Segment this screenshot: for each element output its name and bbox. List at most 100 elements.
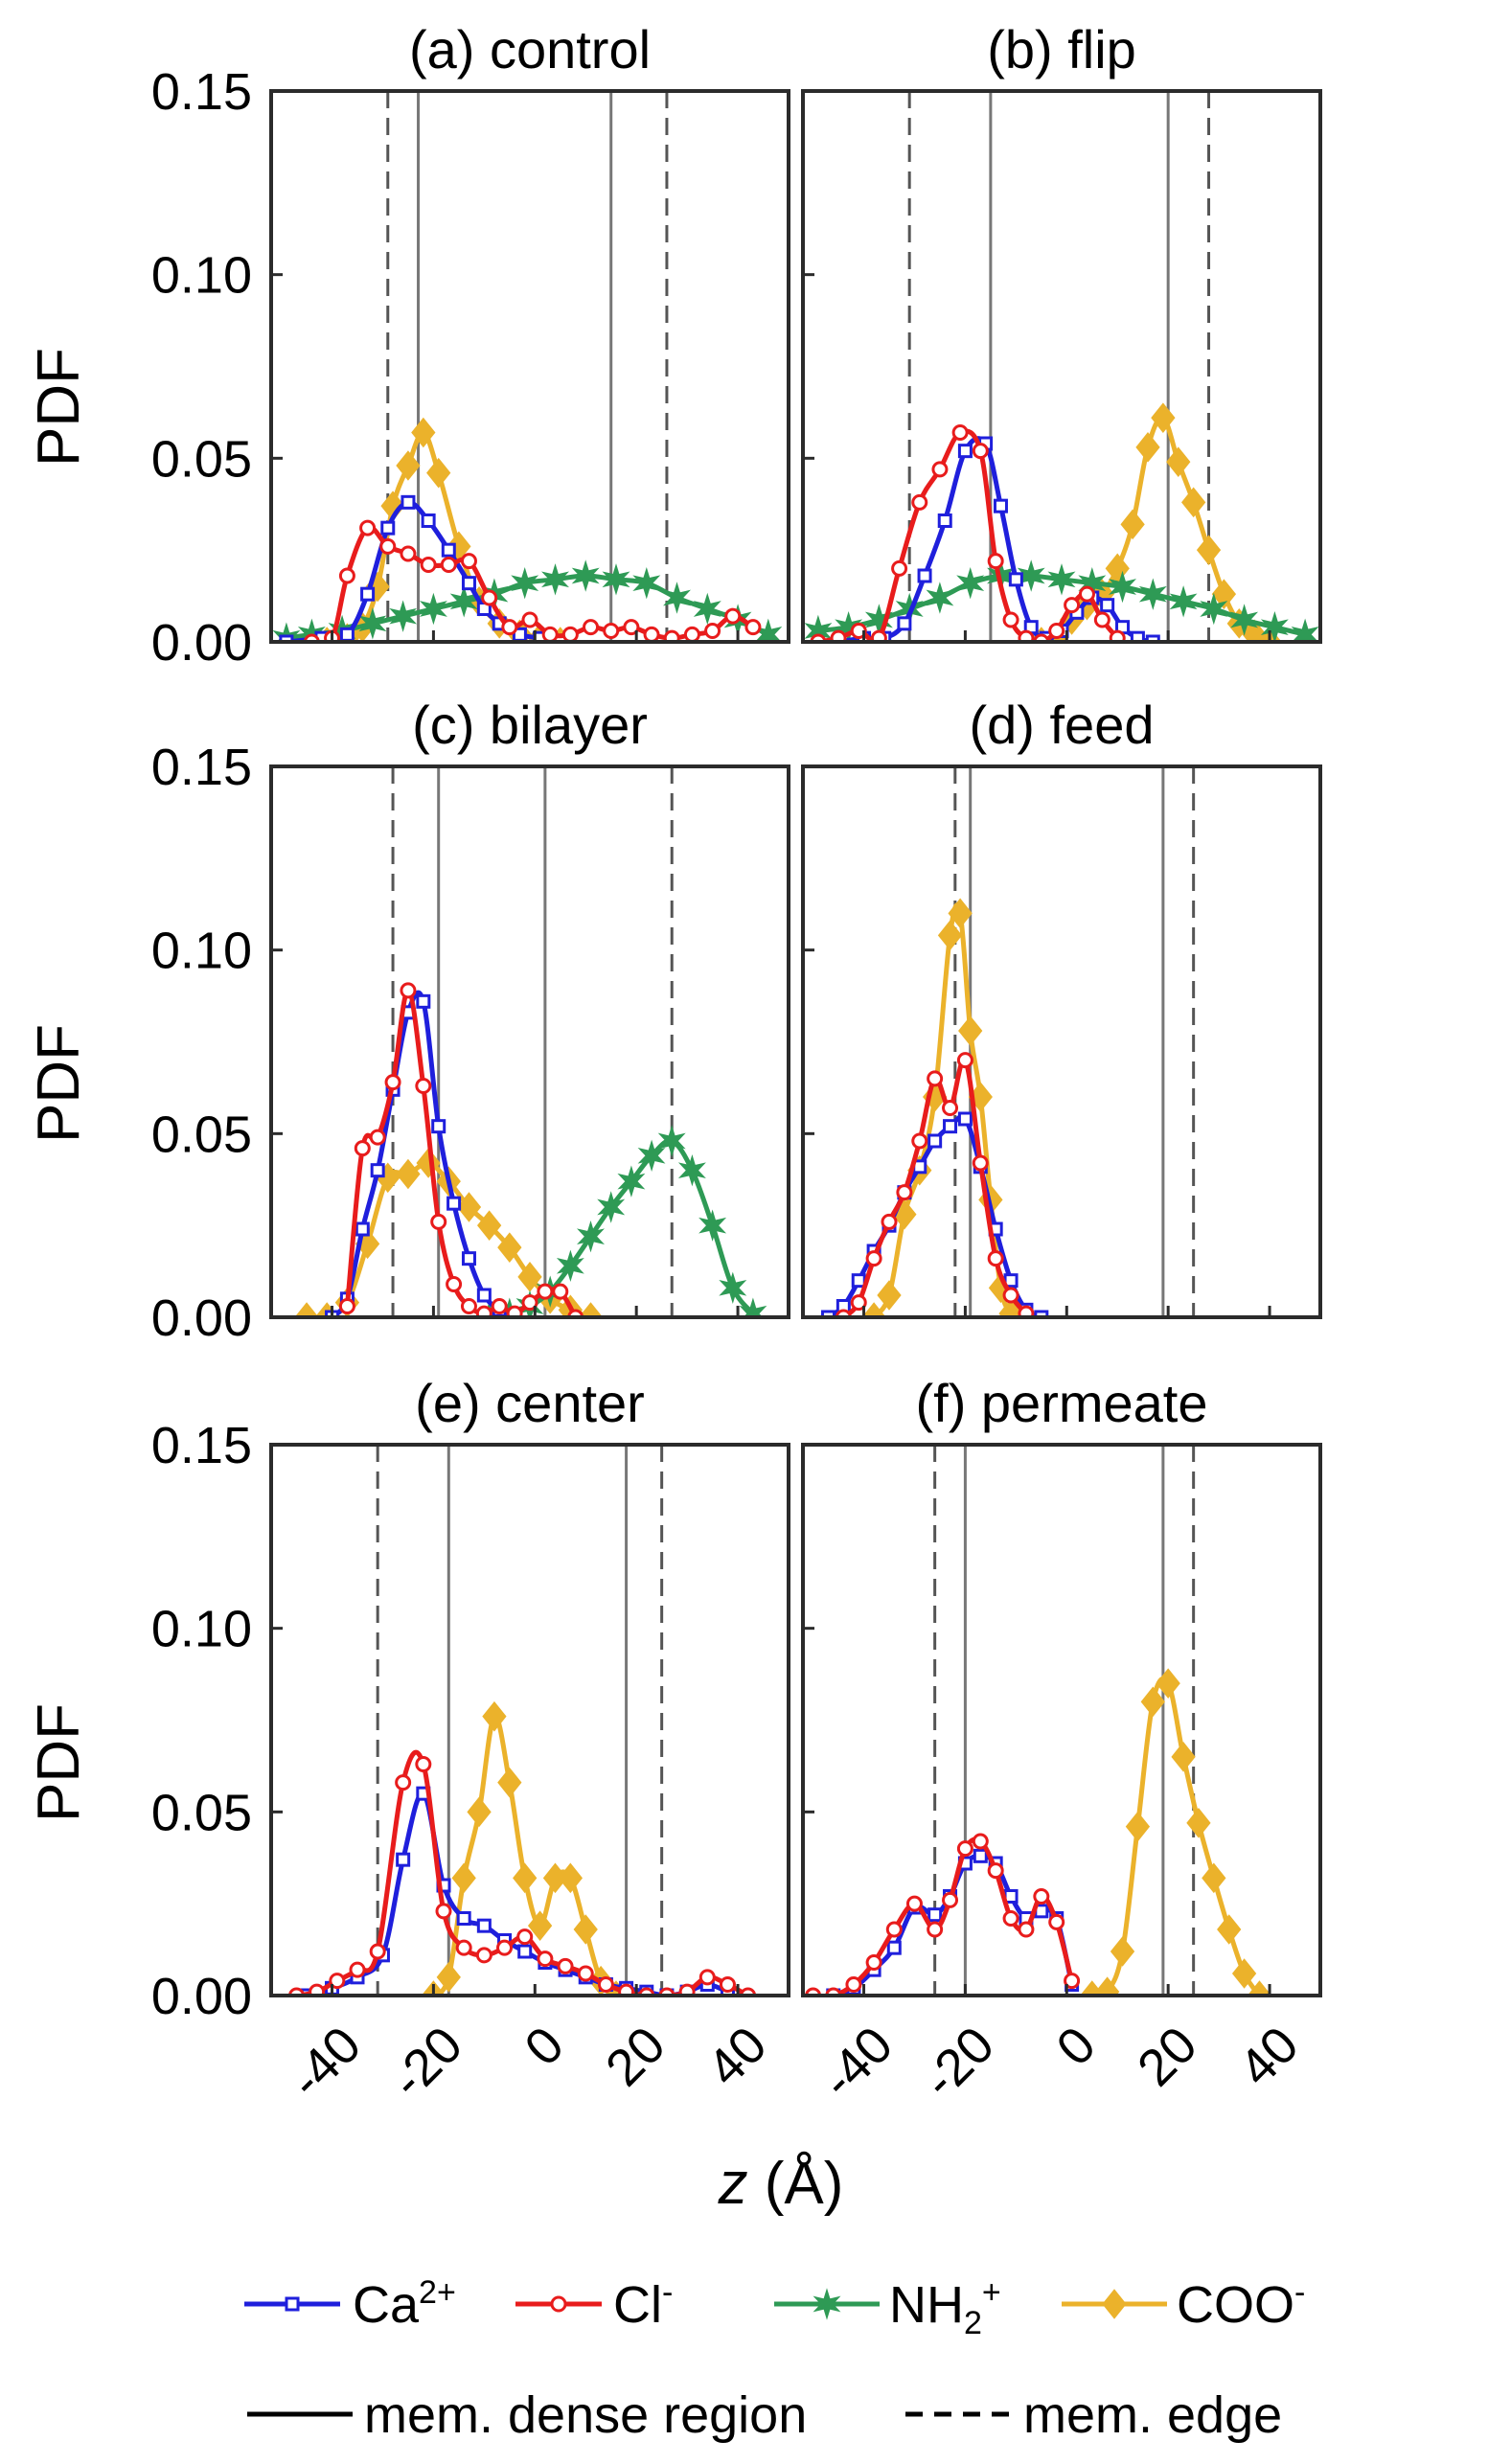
plot-area <box>272 417 783 642</box>
data-point-nh2 <box>541 563 569 596</box>
data-point-ca <box>517 1944 533 1959</box>
data-point-ca <box>476 1918 492 1933</box>
data-point-ca <box>943 1119 958 1134</box>
series-ca <box>325 990 522 1317</box>
plot-frame <box>269 1443 790 1997</box>
data-point-nh2 <box>677 1153 706 1187</box>
plot-frame <box>269 89 790 644</box>
data-point-nh2 <box>719 1271 747 1305</box>
data-point-ca <box>927 1907 943 1923</box>
data-point-coo <box>1105 553 1130 584</box>
data-point-cl <box>440 557 457 573</box>
data-point-coo <box>467 1796 492 1828</box>
legend-label-nh2: NH2+ <box>889 2274 1001 2341</box>
data-point-cl <box>744 619 762 636</box>
panel-2: (b) flip <box>801 19 1322 644</box>
y-tick-label: 0.10 <box>151 247 252 305</box>
data-point-cl <box>850 623 867 639</box>
data-point-cl <box>379 537 397 555</box>
data-point-ca <box>957 444 973 459</box>
panel-1: (a) control 0.00 0.05 0.10 0.15 <box>151 19 790 672</box>
data-point-coo <box>1120 509 1145 540</box>
data-point-cl <box>830 629 847 642</box>
data-point-cl <box>430 1213 447 1230</box>
panel-5: (e) center 0.00 0.05 0.10 0.15 -40 -20 0 20 40 <box>151 1373 790 2110</box>
x-tick-label: -40 <box>279 2016 373 2110</box>
data-point-cl <box>475 1947 492 1964</box>
data-point-ca <box>897 616 912 631</box>
data-point-cl <box>583 619 600 636</box>
x-tick-label: 40 <box>697 2016 778 2097</box>
data-point-nh2 <box>698 1209 727 1242</box>
data-point-cl <box>956 1840 973 1858</box>
data-point-coo <box>1140 1686 1165 1718</box>
data-point-cl <box>400 545 417 562</box>
data-point-cl <box>885 1921 903 1938</box>
data-point-nh2 <box>419 592 447 626</box>
data-point-coo <box>1156 1668 1180 1699</box>
data-point-cl <box>475 1305 492 1317</box>
data-point-cl <box>643 626 660 642</box>
legend-label-sup: + <box>982 2274 1001 2311</box>
data-point-cl <box>446 1276 463 1292</box>
data-point-cl <box>354 1140 371 1157</box>
data-point-coo <box>578 1302 604 1317</box>
data-point-coo <box>456 1192 482 1222</box>
data-point-coo <box>477 1210 502 1241</box>
data-point-ca <box>993 498 1008 513</box>
y-axis-label-row-1: PDF <box>26 348 92 467</box>
data-point-cl <box>623 619 640 636</box>
plot-frame <box>801 89 1322 644</box>
data-point-cl <box>698 1969 716 1986</box>
data-point-coo <box>451 1862 476 1894</box>
y-tick-label: 0.00 <box>151 1968 252 2025</box>
data-point-cl <box>349 1961 366 1978</box>
data-point-ca <box>820 1310 836 1317</box>
data-point-coo <box>1125 1811 1151 1842</box>
data-point-coo <box>1151 402 1176 433</box>
series-cl <box>810 424 1126 642</box>
data-point-ca <box>456 1911 471 1926</box>
data-point-cl <box>987 1862 1004 1880</box>
data-point-cl <box>927 1921 944 1938</box>
data-point-coo <box>861 1302 886 1317</box>
panel-title: (c) bilayer <box>412 695 648 755</box>
data-point-ca <box>401 494 416 510</box>
data-point-nh2 <box>657 1125 686 1157</box>
data-point-cl <box>521 611 538 628</box>
plot-area <box>294 982 767 1317</box>
y-tick-label: 0.15 <box>151 63 252 121</box>
series-ca <box>279 494 568 642</box>
data-point-cl <box>724 607 742 625</box>
data-point-cl <box>506 1305 523 1317</box>
data-point-cl <box>911 1132 928 1150</box>
data-point-ca <box>1145 634 1160 642</box>
data-point-nh2 <box>1138 578 1167 610</box>
x-axis-label: z (Å) <box>718 2151 844 2217</box>
data-point-cl <box>1064 597 1081 614</box>
data-point-cl <box>1078 585 1095 603</box>
data-point-coo <box>948 898 973 929</box>
data-point-nh2 <box>1047 563 1076 596</box>
plot-frame <box>801 1443 1322 1997</box>
data-point-cl <box>496 1939 514 1956</box>
data-point-cl <box>400 982 417 999</box>
legend-marker-cl <box>550 2295 567 2313</box>
data-point-cl <box>395 1774 412 1791</box>
legend-item-cl: Cl- <box>515 2274 673 2334</box>
data-point-nh2 <box>1169 585 1198 618</box>
data-point-ca <box>1130 630 1145 642</box>
data-point-cl <box>1002 1910 1019 1927</box>
data-point-cl <box>501 619 518 636</box>
legend-label-sub: 2 <box>964 2305 982 2341</box>
data-point-nh2 <box>602 563 630 596</box>
legend-label-base: Cl <box>613 2276 662 2334</box>
y-tick-label: 0.10 <box>151 923 252 980</box>
data-point-cl <box>491 1298 508 1314</box>
data-point-coo <box>1110 1936 1135 1967</box>
data-point-nh2 <box>1230 604 1259 636</box>
data-point-ca <box>431 1119 446 1134</box>
data-point-coo <box>497 1232 522 1263</box>
data-point-coo <box>513 1862 538 1894</box>
series-cl <box>338 982 584 1317</box>
